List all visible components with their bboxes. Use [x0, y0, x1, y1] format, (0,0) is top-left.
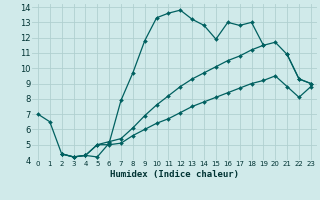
- X-axis label: Humidex (Indice chaleur): Humidex (Indice chaleur): [110, 170, 239, 179]
